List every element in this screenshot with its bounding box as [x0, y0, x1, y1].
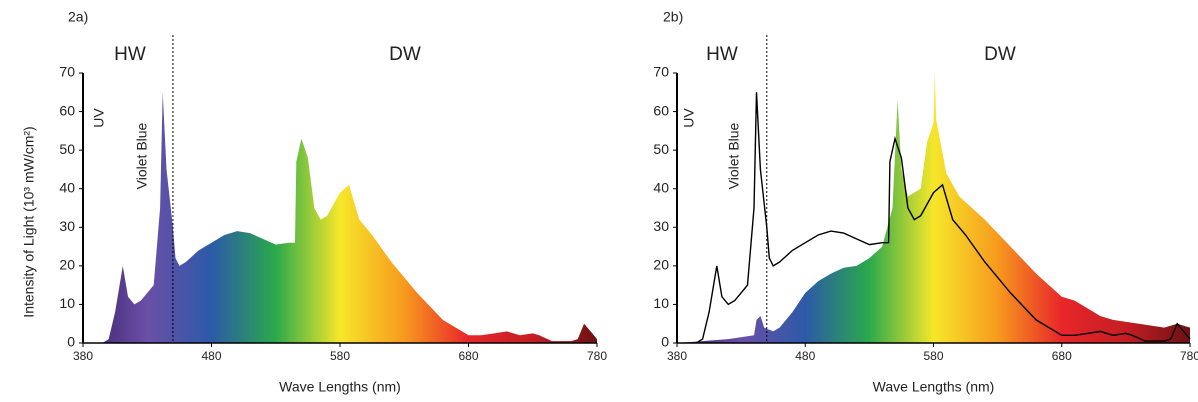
y-tick-label: 10: [59, 295, 75, 311]
x-tick-label: 780: [1180, 349, 1198, 363]
spectrum-line: [695, 92, 1191, 344]
y-tick-label: 50: [59, 141, 75, 157]
region-label: HW: [706, 44, 738, 65]
region-label: DW: [984, 44, 1016, 65]
y-tick-label: 0: [67, 334, 75, 350]
x-tick-label: 480: [795, 349, 815, 363]
spectrum-area: [677, 73, 1190, 343]
y-tick-label: 70: [59, 64, 75, 80]
panel-title: 2a): [68, 9, 88, 25]
x-tick-label: 580: [923, 349, 943, 363]
x-tick-label: 780: [587, 349, 607, 363]
x-axis-label: Wave Lengths (nm): [873, 379, 995, 395]
x-tick-label: 380: [73, 349, 93, 363]
y-tick-label: 40: [653, 179, 669, 195]
x-tick-label: 380: [667, 349, 687, 363]
y-tick-label: 50: [653, 141, 669, 157]
y-tick-label: 60: [653, 102, 669, 118]
y-tick-label: 20: [59, 257, 75, 273]
x-tick-label: 680: [1052, 349, 1072, 363]
x-axis-label: Wave Lengths (nm): [279, 379, 401, 395]
x-tick-label: 680: [458, 349, 478, 363]
y-tick-label: 10: [653, 295, 669, 311]
panel-title: 2b): [663, 9, 683, 25]
band-label: Violet Blue: [134, 122, 150, 189]
region-label: HW: [114, 44, 146, 65]
y-tick-label: 70: [653, 64, 669, 80]
y-axis-label: Intensity of Light (10³ mW/cm²): [21, 126, 37, 317]
y-tick-label: 0: [661, 334, 669, 350]
y-tick-label: 60: [59, 102, 75, 118]
spectrum-area: [102, 92, 598, 343]
x-tick-label: 480: [201, 349, 221, 363]
band-label: UV: [91, 108, 107, 128]
y-tick-label: 30: [59, 218, 75, 234]
band-label: Violet Blue: [726, 122, 742, 189]
band-label: UV: [681, 108, 697, 128]
y-tick-label: 20: [653, 257, 669, 273]
x-tick-label: 580: [330, 349, 350, 363]
region-label: DW: [389, 44, 421, 65]
y-tick-label: 40: [59, 179, 75, 195]
y-tick-label: 30: [653, 218, 669, 234]
